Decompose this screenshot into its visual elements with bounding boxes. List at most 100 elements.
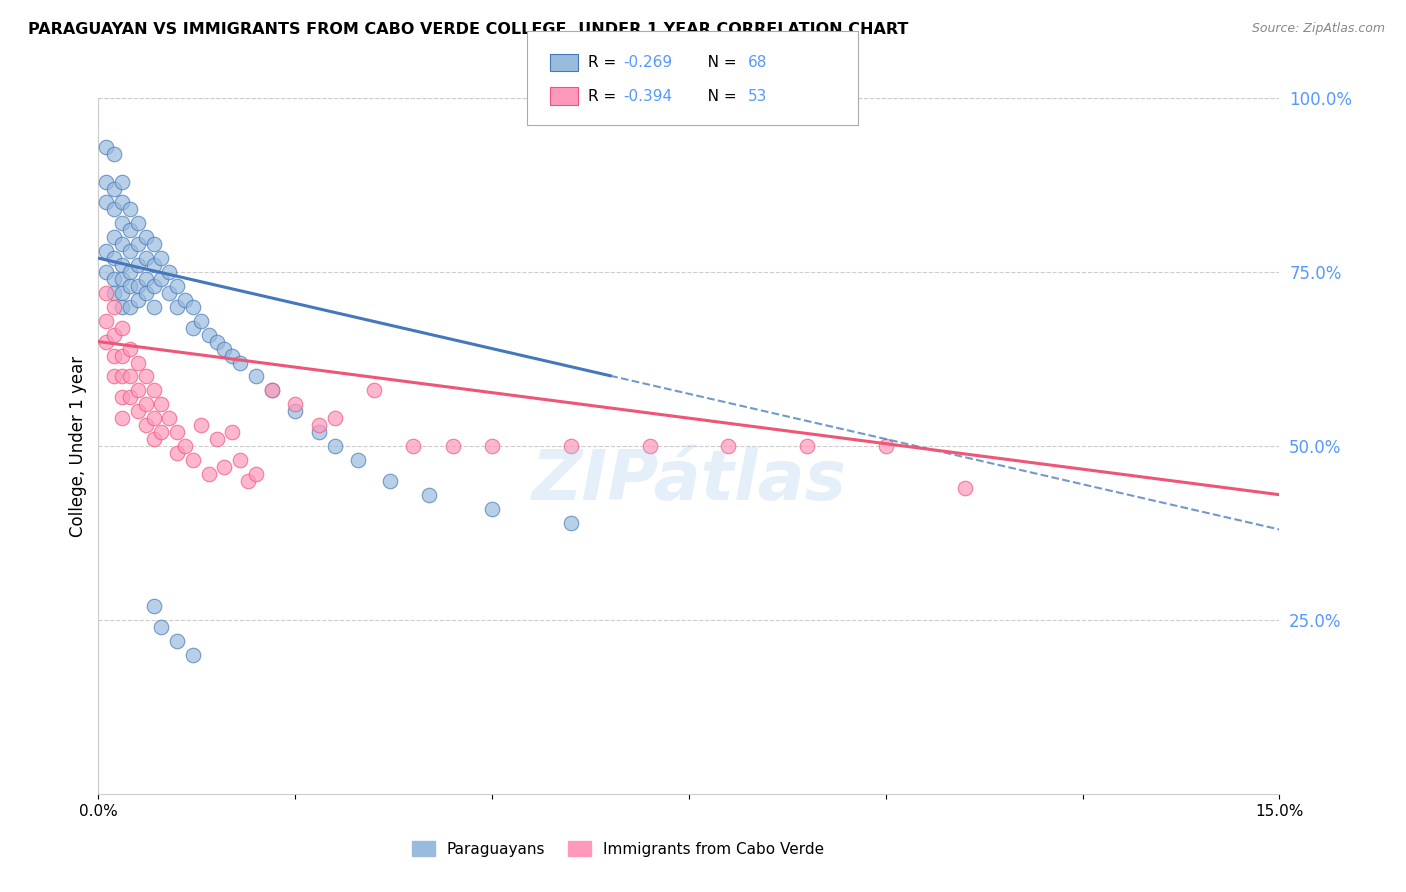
Y-axis label: College, Under 1 year: College, Under 1 year (69, 355, 87, 537)
Point (402, 439, 425, 453)
Point (260, 384, 283, 398)
Point (135, 230, 157, 244)
Point (111, 411, 134, 425)
Text: R =: R = (588, 89, 621, 103)
Point (150, 272, 173, 286)
Point (135, 369, 157, 384)
Point (181, 320, 204, 334)
Point (103, 272, 125, 286)
Point (103, 369, 125, 384)
Point (111, 258, 134, 272)
Point (111, 175, 134, 189)
Point (127, 384, 149, 398)
Text: N =: N = (693, 55, 741, 70)
Point (205, 334, 228, 349)
Point (135, 251, 157, 265)
Point (347, 453, 370, 467)
Point (142, 411, 165, 425)
Point (308, 425, 330, 439)
Point (150, 425, 173, 439)
Point (96, 195, 118, 210)
Point (181, 300, 204, 314)
Point (953, 481, 976, 495)
Point (166, 425, 188, 439)
Point (221, 425, 243, 439)
Point (96, 285, 118, 300)
Point (157, 411, 180, 425)
Point (181, 648, 204, 662)
Point (363, 384, 385, 398)
Point (111, 320, 134, 334)
Point (103, 181, 125, 195)
Point (142, 258, 165, 272)
Point (103, 349, 125, 363)
Point (103, 146, 125, 161)
Point (118, 279, 141, 293)
Point (103, 285, 125, 300)
Point (127, 404, 149, 418)
Point (308, 418, 330, 433)
Point (260, 384, 283, 398)
Point (166, 279, 188, 293)
Point (118, 390, 141, 404)
Point (96, 334, 118, 349)
Point (157, 285, 180, 300)
Point (96, 140, 118, 154)
Point (197, 327, 219, 342)
Point (150, 620, 173, 634)
Point (127, 279, 149, 293)
Point (111, 237, 134, 252)
Point (323, 411, 346, 425)
Point (481, 439, 503, 453)
Point (150, 397, 173, 411)
Text: -0.269: -0.269 (623, 55, 672, 70)
Point (284, 397, 307, 411)
Point (796, 439, 818, 453)
Point (103, 251, 125, 265)
Point (221, 349, 243, 363)
Point (127, 355, 149, 369)
Point (103, 230, 125, 244)
Point (214, 459, 236, 474)
Point (190, 314, 212, 328)
Point (96, 265, 118, 279)
Point (245, 467, 267, 481)
Point (118, 265, 141, 279)
Point (96, 175, 118, 189)
Point (481, 501, 503, 516)
Point (174, 439, 197, 453)
Point (127, 216, 149, 230)
Point (560, 439, 582, 453)
Point (323, 439, 346, 453)
Point (560, 516, 582, 530)
Point (103, 300, 125, 314)
Point (142, 237, 165, 252)
Point (197, 467, 219, 481)
Text: ZIPátlas: ZIPátlas (531, 447, 846, 515)
Point (190, 418, 212, 433)
Point (118, 342, 141, 356)
Point (118, 223, 141, 237)
Point (111, 300, 134, 314)
Point (142, 279, 165, 293)
Text: N =: N = (693, 89, 741, 103)
Point (142, 432, 165, 446)
Point (717, 439, 740, 453)
Point (205, 432, 228, 446)
Point (181, 453, 204, 467)
Point (441, 439, 464, 453)
Point (111, 216, 134, 230)
Point (111, 285, 134, 300)
Point (96, 244, 118, 259)
Legend: Paraguayans, Immigrants from Cabo Verde: Paraguayans, Immigrants from Cabo Verde (405, 835, 831, 863)
Point (103, 327, 125, 342)
Point (166, 300, 188, 314)
Point (418, 488, 440, 502)
Point (166, 633, 188, 648)
Text: Source: ZipAtlas.com: Source: ZipAtlas.com (1251, 22, 1385, 36)
Point (118, 202, 141, 217)
Point (157, 265, 180, 279)
Point (118, 244, 141, 259)
Point (229, 453, 252, 467)
Point (236, 474, 259, 488)
